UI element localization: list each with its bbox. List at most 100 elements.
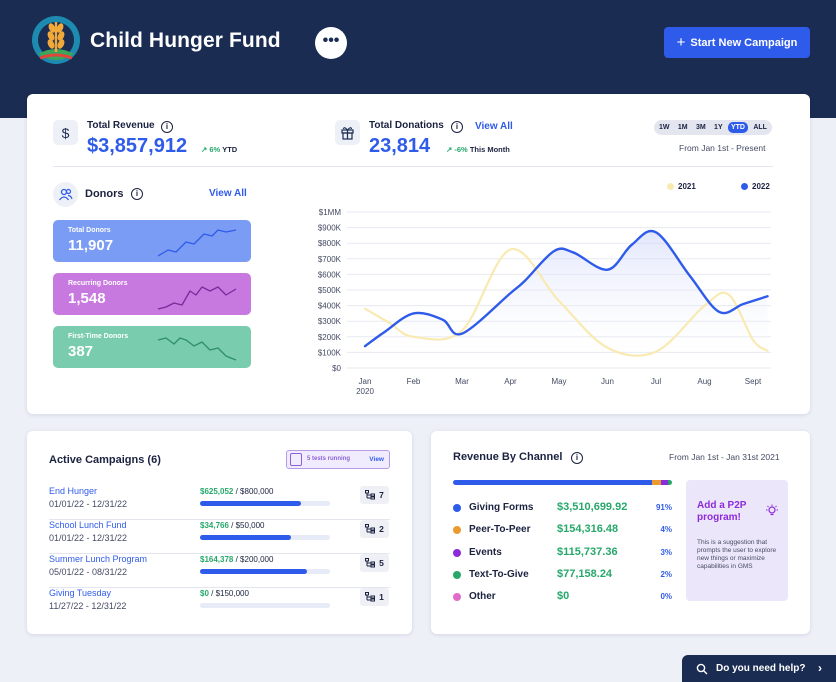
channel-share-bar	[453, 480, 672, 485]
campaign-dates: 01/01/22 - 12/31/22	[49, 499, 128, 509]
donor-tile-label: Recurring Donors	[68, 280, 128, 287]
total-revenue-value: $3,857,912	[87, 135, 188, 157]
donors-title: Donors	[85, 188, 124, 200]
campaign-name-link[interactable]: Summer Lunch Program	[49, 554, 148, 564]
campaign-raised: $164,378	[200, 555, 234, 564]
campaign-row[interactable]: School Lunch Fund 01/01/22 - 12/31/22 $34,…	[49, 520, 390, 554]
channel-name: Events	[469, 546, 502, 558]
campaign-dates: 05/01/22 - 08/31/22	[49, 567, 128, 577]
period-option-ytd[interactable]: YTD	[727, 122, 748, 133]
y-tick-label: $600K	[318, 270, 342, 279]
tests-view-link[interactable]: View	[369, 456, 384, 463]
campaign-name-link[interactable]: End Hunger	[49, 486, 98, 496]
x-tick-label: Feb	[407, 377, 421, 386]
channel-share-segment	[453, 480, 653, 485]
donor-sparkline	[157, 286, 237, 310]
campaign-amount: $625,052 / $800,000	[200, 487, 273, 496]
x-tick-label: Aug	[697, 377, 711, 386]
legend-2022-label: 2022	[752, 182, 770, 191]
hierarchy-icon	[365, 490, 376, 500]
more-options-button[interactable]: •••	[315, 27, 347, 59]
period-option-1y[interactable]: 1Y	[714, 124, 723, 131]
campaign-raised: $625,052	[200, 487, 234, 496]
donations-view-all-link[interactable]: View All	[475, 121, 513, 132]
date-range-label: From Jan 1st - Present	[679, 143, 766, 153]
campaign-goal: / $800,000	[233, 487, 274, 496]
donor-sparkline	[157, 337, 237, 361]
series-2021-line	[363, 248, 769, 357]
donations-delta-suffix: This Month	[469, 145, 510, 154]
active-campaigns-title: Active Campaigns (6)	[49, 454, 161, 466]
period-option-1w[interactable]: 1W	[659, 124, 670, 131]
campaign-dates: 01/01/22 - 12/31/22	[49, 533, 128, 543]
campaign-name-link[interactable]: Giving Tuesday	[49, 588, 112, 598]
campaign-amount: $164,378 / $200,000	[200, 555, 273, 564]
info-icon[interactable]: i	[131, 188, 143, 200]
info-icon[interactable]: i	[571, 452, 583, 464]
tests-running-badge[interactable]: 5 tests running View	[286, 450, 390, 469]
series-2022-line	[363, 229, 769, 348]
divider	[53, 166, 773, 167]
channel-percent: 4%	[660, 525, 672, 535]
donor-tile-0[interactable]: Total Donors 11,907	[53, 220, 251, 262]
period-option-1m[interactable]: 1M	[677, 124, 688, 131]
channel-dot	[453, 526, 461, 535]
help-button[interactable]: Do you need help? ›	[682, 655, 836, 682]
info-icon[interactable]: i	[451, 121, 463, 133]
channel-dot	[453, 593, 461, 602]
plus-icon: +	[676, 34, 686, 51]
p2p-suggestion-card[interactable]: Add a P2P program! This is a suggestion …	[686, 480, 788, 601]
donor-sparkline	[157, 229, 237, 257]
channel-share-segment	[652, 480, 662, 485]
campaign-name-link[interactable]: School Lunch Fund	[49, 520, 127, 530]
campaign-row[interactable]: Summer Lunch Program 05/01/22 - 08/31/22 $…	[49, 554, 390, 588]
channel-percent: 2%	[660, 569, 672, 579]
y-tick-label: $700K	[318, 255, 342, 264]
campaign-tests-button[interactable]: 2	[360, 520, 389, 538]
campaign-tests-count: 7	[379, 490, 384, 500]
campaign-progress-fill	[200, 569, 307, 574]
donor-tile-2[interactable]: First-Time Donors 387	[53, 326, 251, 368]
campaign-goal: / $50,000	[228, 521, 265, 530]
legend-2021-label: 2021	[678, 182, 696, 191]
revenue-delta-value: 6%	[209, 145, 221, 154]
x-tick-label: Sept	[745, 377, 762, 386]
campaign-tests-button[interactable]: 1	[360, 588, 389, 606]
suggestion-text: This is a suggestion that prompts the us…	[697, 539, 777, 570]
channel-name: Other	[469, 591, 496, 603]
channel-amount: $3,510,699.92	[557, 501, 628, 513]
hierarchy-icon	[365, 524, 376, 534]
donor-tile-value: 387	[68, 343, 94, 360]
channel-percent: 91%	[655, 503, 672, 512]
tests-running-label: 5 tests running	[307, 456, 351, 462]
x-tick-label: Apr	[504, 377, 517, 386]
revenue-delta-suffix: YTD	[222, 145, 238, 154]
channel-name: Text-To-Give	[469, 568, 529, 580]
campaign-tests-button[interactable]: 7	[360, 486, 389, 504]
y-tick-label: $900K	[318, 224, 342, 233]
start-new-campaign-button[interactable]: + Start New Campaign	[664, 27, 810, 58]
legend-2021-swatch	[667, 183, 674, 190]
campaign-progress-fill	[200, 535, 291, 540]
channel-percent: 0%	[660, 592, 672, 602]
campaign-raised: $34,766	[200, 521, 229, 530]
trend-up-icon: ↗	[201, 145, 208, 154]
people-icon	[53, 182, 78, 207]
info-icon[interactable]: i	[161, 121, 173, 133]
channel-amount: $154,316.48	[557, 523, 619, 536]
campaign-tests-button[interactable]: 5	[360, 554, 389, 572]
donor-tile-1[interactable]: Recurring Donors 1,548	[53, 273, 251, 315]
dollar-icon: $	[53, 120, 78, 145]
period-option-3m[interactable]: 3M	[695, 124, 706, 131]
hierarchy-icon	[365, 558, 376, 568]
campaign-raised: $0	[200, 589, 209, 598]
channel-row: Text-To-Give $77,158.24 2%	[453, 568, 672, 582]
campaign-tests-count: 5	[379, 558, 384, 568]
campaign-row[interactable]: Giving Tuesday 11/27/22 - 12/31/22 $0 / $1…	[49, 588, 390, 622]
y-tick-label: $100K	[318, 348, 342, 357]
channel-amount: $0	[557, 590, 570, 603]
campaign-row[interactable]: End Hunger 01/01/22 - 12/31/22 $625,052 / …	[49, 486, 390, 520]
donors-view-all-link[interactable]: View All	[209, 188, 247, 199]
x-tick-label: Mar	[455, 377, 469, 386]
period-option-all[interactable]: ALL	[753, 124, 767, 131]
